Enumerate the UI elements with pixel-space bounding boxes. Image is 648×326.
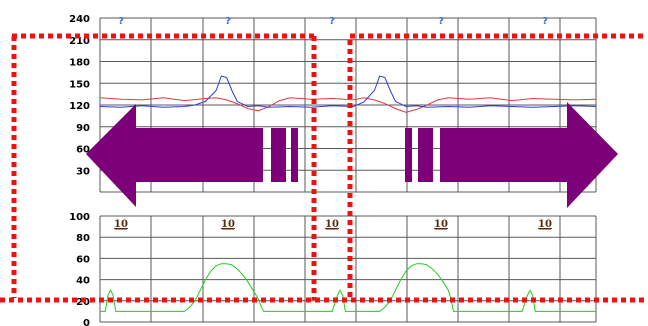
- y-tick-label: 60: [76, 145, 90, 156]
- y-tick-label: 80: [76, 233, 90, 244]
- left-arrow-icon: [86, 104, 263, 207]
- right-arrow-icon: [440, 102, 618, 208]
- right-arrow-bar-1: [405, 128, 412, 182]
- right-arrow-graphic: [405, 102, 618, 208]
- event-marker: ?: [118, 16, 124, 27]
- y-tick-label: 180: [69, 58, 90, 69]
- y-tick-label: 100: [69, 212, 90, 223]
- data-label: 10: [325, 219, 339, 230]
- data-label: 10: [221, 219, 235, 230]
- y-tick-label: 30: [76, 166, 90, 177]
- y-tick-label: 0: [83, 318, 90, 326]
- data-label: 10: [114, 219, 128, 230]
- selection-overlay: [0, 33, 648, 303]
- event-marker: ?: [329, 16, 335, 27]
- y-tick-label: 40: [76, 276, 90, 287]
- event-marker: ?: [438, 16, 444, 27]
- left-arrow-bar-1: [271, 128, 286, 182]
- event-marker: ?: [225, 16, 231, 27]
- left-arrow-graphic: [86, 104, 298, 207]
- right-arrow-bar-2: [418, 128, 433, 182]
- y-tick-label: 150: [69, 79, 90, 90]
- series-line-1: [100, 263, 596, 312]
- series-line-2: [99, 75, 597, 108]
- y-tick-label: 240: [69, 14, 90, 25]
- data-label: 10: [434, 219, 448, 230]
- left-arrow-bar-2: [291, 128, 298, 182]
- y-tick-label: 120: [69, 101, 90, 112]
- y-tick-label: 60: [76, 254, 90, 265]
- y-tick-label: 90: [76, 123, 90, 134]
- y-tick-label: 210: [69, 36, 90, 47]
- data-label: 10: [538, 219, 552, 230]
- event-marker: ?: [542, 16, 548, 27]
